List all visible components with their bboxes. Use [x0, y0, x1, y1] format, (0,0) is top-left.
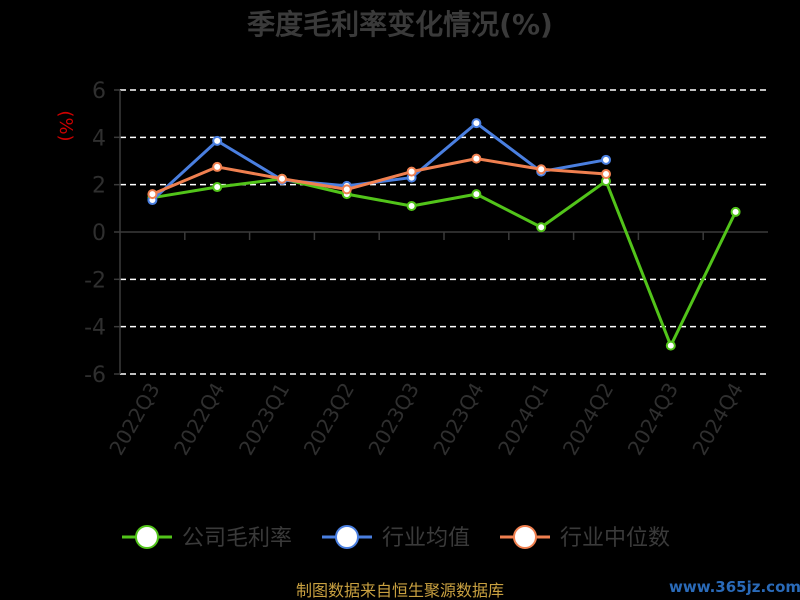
series-line: [151, 157, 607, 196]
legend: 公司毛利率 行业均值 行业中位数: [122, 525, 670, 551]
legend-label: 行业均值: [382, 526, 470, 551]
data-point: [147, 189, 158, 200]
x-tick-label: 2023Q3: [363, 379, 423, 460]
data-point: [730, 206, 741, 217]
legend-label: 公司毛利率: [182, 526, 292, 551]
y-axis-unit-label: (%): [55, 110, 76, 141]
chart-title: 季度毛利率变化情况(%): [247, 8, 553, 41]
data-point: [406, 166, 417, 177]
series-layer: [147, 118, 741, 351]
x-axis-ticks: 2022Q3 2022Q4 2023Q1 2023Q2 2023Q3 2023Q4 2024…: [104, 232, 748, 459]
data-point: [471, 153, 482, 164]
data-point: [212, 161, 223, 172]
x-tick-label: 2024Q3: [623, 379, 683, 460]
y-tick-label: -6: [84, 363, 106, 388]
legend-swatch-marker: [335, 525, 359, 549]
data-point: [341, 184, 352, 195]
data-point: [536, 222, 547, 233]
y-tick-label: 2: [92, 174, 106, 199]
grid-lines: [120, 89, 768, 375]
data-point: [277, 173, 287, 184]
x-tick-label: 2023Q2: [299, 379, 359, 460]
x-tick-label: 2022Q3: [104, 379, 164, 460]
watermark: www.365jz.com: [669, 578, 800, 596]
x-tick-label: 2022Q4: [169, 379, 229, 460]
data-point: [212, 135, 223, 146]
series-line: [152, 177, 737, 348]
x-tick-label: 2024Q4: [687, 379, 747, 460]
y-tick-label: -2: [84, 268, 106, 293]
y-tick-label: 6: [92, 79, 106, 104]
data-point: [212, 182, 223, 193]
data-point: [536, 164, 547, 175]
x-tick-label: 2023Q1: [234, 379, 294, 460]
x-tick-label: 2024Q2: [558, 379, 618, 460]
data-point: [601, 154, 611, 165]
y-axis-ticks: 6 4 2 0 -2 -4 -6: [84, 79, 120, 388]
legend-item: 公司毛利率: [122, 525, 292, 551]
x-tick-label: 2024Q1: [493, 379, 553, 460]
y-tick-label: -4: [84, 316, 106, 341]
data-point: [471, 189, 482, 200]
data-point: [665, 340, 676, 351]
data-point: [601, 169, 611, 180]
legend-label: 行业中位数: [560, 526, 670, 551]
x-tick-label: 2023Q4: [428, 379, 488, 460]
y-tick-label: 4: [92, 126, 106, 151]
legend-swatch-marker: [135, 525, 159, 549]
y-tick-label: 0: [92, 221, 106, 246]
data-point: [406, 200, 417, 211]
data-source-note: 制图数据来自恒生聚源数据库: [296, 581, 504, 600]
legend-swatch-marker: [513, 525, 537, 549]
series-3: [147, 153, 611, 200]
legend-item: 行业均值: [322, 525, 470, 551]
legend-item: 行业中位数: [500, 525, 670, 551]
data-point: [471, 118, 482, 129]
series-1: [147, 173, 741, 351]
